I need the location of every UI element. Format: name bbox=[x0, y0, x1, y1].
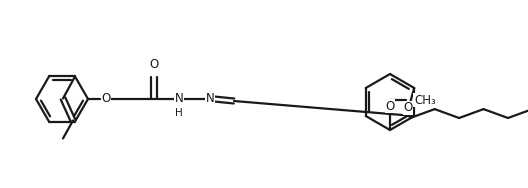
Text: H: H bbox=[175, 108, 183, 118]
Text: O: O bbox=[403, 102, 413, 114]
Text: CH₃: CH₃ bbox=[414, 93, 436, 106]
Text: O: O bbox=[101, 92, 111, 105]
Text: O: O bbox=[385, 99, 394, 112]
Text: N: N bbox=[205, 92, 214, 105]
Text: O: O bbox=[149, 58, 158, 71]
Text: N: N bbox=[175, 92, 183, 105]
